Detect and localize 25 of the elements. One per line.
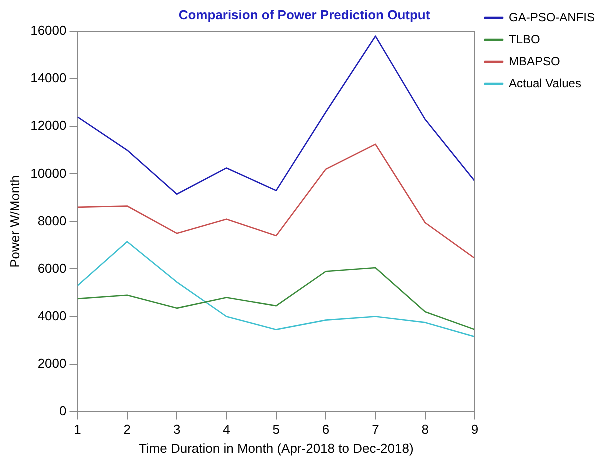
x-tick-label: 4 [223, 422, 230, 438]
x-tick-label: 7 [372, 422, 380, 438]
y-tick-label: 14000 [30, 70, 67, 86]
x-tick-label: 1 [74, 422, 82, 438]
y-tick-label: 0 [60, 403, 67, 418]
legend-label: GA-PSO-ANFIS [508, 10, 596, 24]
legend-label: Actual Values [508, 76, 582, 90]
x-tick-label: 6 [322, 422, 330, 438]
x-tick-label: 2 [124, 422, 132, 438]
y-tick-label: 10000 [30, 166, 67, 181]
y-axis-title: Power W/Month [7, 175, 22, 268]
y-tick-label: 16000 [30, 23, 67, 38]
x-tick-label: 9 [471, 422, 479, 438]
legend-label: TLBO [508, 32, 540, 46]
y-tick-label: 4000 [38, 308, 67, 324]
x-tick-label: 5 [272, 422, 280, 438]
x-tick-label: 8 [422, 422, 429, 438]
chart-title: Comparision of Power Prediction Output [178, 7, 431, 22]
y-tick-label: 12000 [30, 118, 67, 134]
y-tick-label: 2000 [38, 356, 67, 371]
y-tick-label: 8000 [38, 213, 67, 228]
y-tick-label: 6000 [38, 260, 67, 276]
x-tick-label: 3 [173, 422, 181, 438]
x-axis-title: Time Duration in Month (Apr-2018 to Dec-2018) [138, 440, 414, 456]
legend-label: MBAPSO [508, 54, 560, 68]
